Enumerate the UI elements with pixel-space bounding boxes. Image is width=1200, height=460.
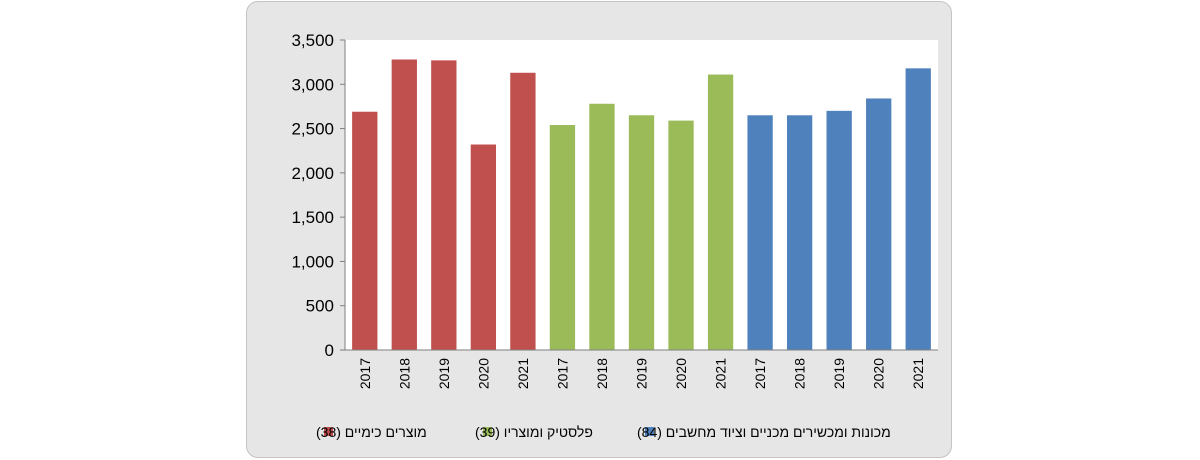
bar-series2-2021 xyxy=(707,74,734,350)
legend-swatch-series3 xyxy=(645,427,654,436)
bar-series1-2019 xyxy=(431,60,457,351)
bar-series1-2021 xyxy=(510,72,536,351)
x-tick-label: 2018 xyxy=(594,358,610,389)
legend-swatch-series1 xyxy=(324,427,333,436)
bar-series3-2017 xyxy=(747,115,773,350)
bar-series2-2018 xyxy=(589,103,615,351)
y-tick-label: 3,500 xyxy=(291,31,334,50)
y-axis-ticks: 0 500 1,000 1,500 2,000 2,500 3,000 3,500 xyxy=(291,31,345,360)
x-tick-label: 2018 xyxy=(792,358,808,389)
bar-series2-2017 xyxy=(549,125,576,350)
x-tick-label: 2020 xyxy=(673,358,689,389)
x-tick-label: 2021 xyxy=(910,358,926,389)
x-tick-label: 2017 xyxy=(554,358,570,389)
bar-series1-2020 xyxy=(470,144,497,350)
bar-series3-2018 xyxy=(786,115,813,350)
y-tick-label: 3,000 xyxy=(291,75,334,94)
x-tick-label: 2021 xyxy=(713,358,729,389)
legend-label-series3: מכונות ומכשירים מכניים וציוד מחשבים (84) xyxy=(637,424,891,440)
legend-label-series1: מוצרים כימיים (38) xyxy=(316,424,427,440)
bar-series3-2019 xyxy=(826,110,852,350)
bars-group xyxy=(352,59,931,351)
bar-series1-2018 xyxy=(391,59,417,351)
y-tick-label: 1,500 xyxy=(291,208,334,227)
y-tick-label: 1,000 xyxy=(291,252,334,271)
x-tick-label: 2018 xyxy=(396,358,412,389)
legend: מוצרים כימיים (38) פלסטיק ומוצריו (39) מכו… xyxy=(316,424,891,440)
y-tick-label: 0 xyxy=(325,341,334,360)
x-tick-label: 2019 xyxy=(831,358,847,389)
x-axis-categories: 2017 2018 2019 2020 2021 2017 2018 2019 2020 2021… xyxy=(357,358,926,389)
x-tick-label: 2019 xyxy=(436,358,452,389)
x-tick-label: 2017 xyxy=(357,358,373,389)
bar-series3-2021 xyxy=(905,68,931,350)
x-tick-label: 2017 xyxy=(752,358,768,389)
y-tick-label: 2,000 xyxy=(291,164,334,183)
bar-series3-2020 xyxy=(866,98,892,351)
bar-series2-2019 xyxy=(628,115,655,350)
legend-label-series2: פלסטיק ומוצריו (39) xyxy=(475,424,593,440)
y-tick-label: 2,500 xyxy=(291,120,334,139)
x-tick-label: 2021 xyxy=(515,358,531,389)
y-tick-label: 500 xyxy=(306,297,334,316)
legend-swatch-series2 xyxy=(483,427,492,436)
bar-series2-2020 xyxy=(668,120,694,350)
bar-series1-2017 xyxy=(352,111,378,351)
x-tick-label: 2019 xyxy=(634,358,650,389)
x-tick-label: 2020 xyxy=(871,358,887,389)
x-tick-label: 2020 xyxy=(475,358,491,389)
